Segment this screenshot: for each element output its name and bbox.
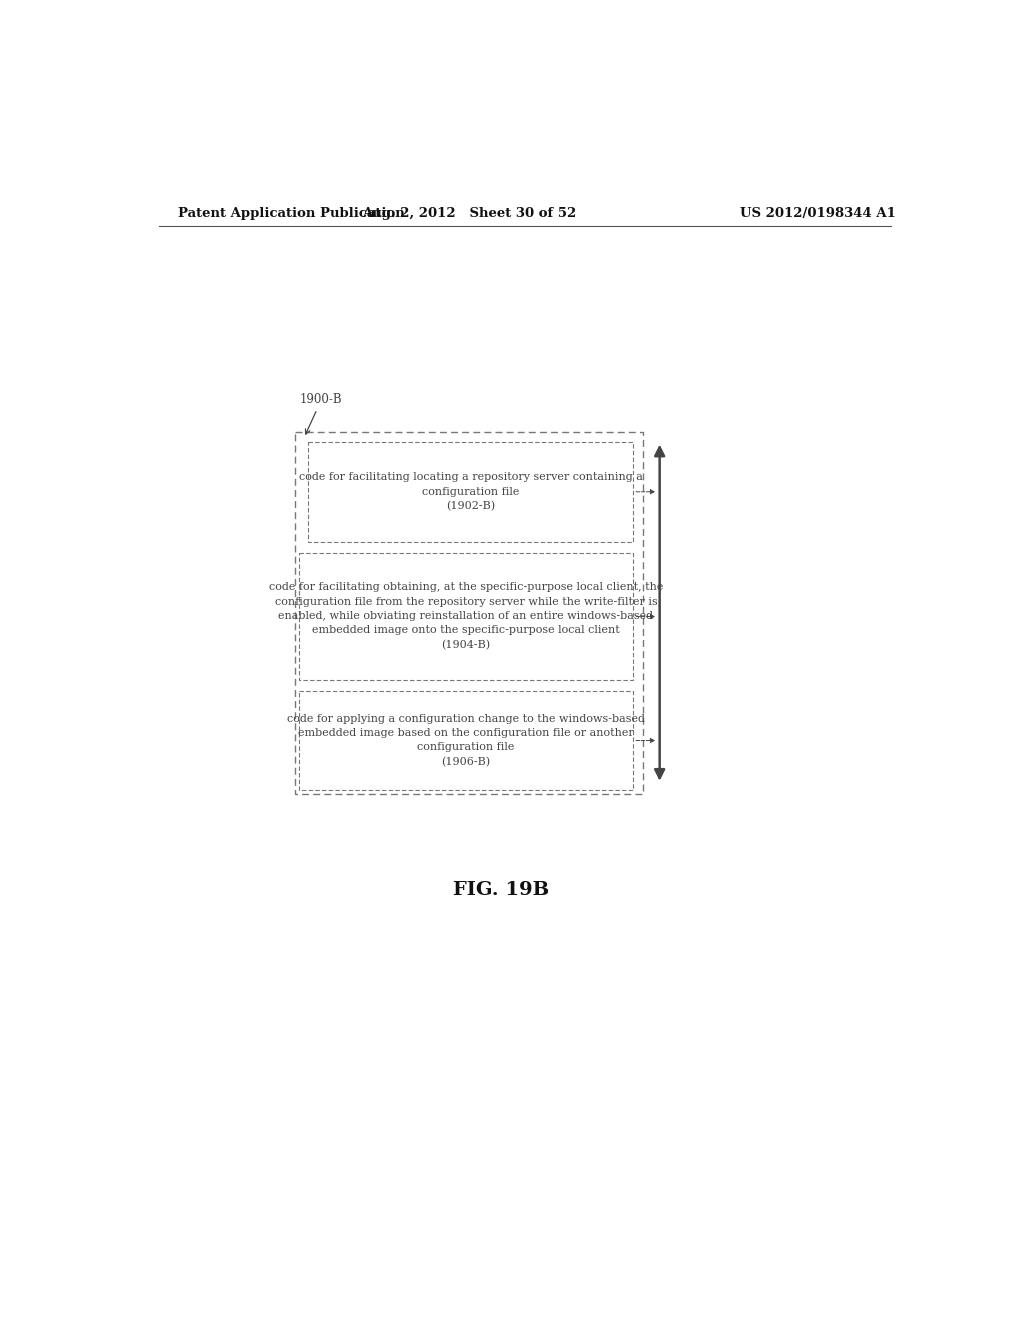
- Text: FIG. 19B: FIG. 19B: [453, 882, 549, 899]
- Text: code for applying a configuration change to the windows-based
embedded image bas: code for applying a configuration change…: [287, 714, 645, 767]
- Text: 1900-B: 1900-B: [300, 393, 343, 434]
- Bar: [308, 442, 633, 541]
- Text: Patent Application Publication: Patent Application Publication: [178, 207, 406, 220]
- Text: code for facilitating locating a repository server containing a
configuration fi: code for facilitating locating a reposit…: [299, 473, 642, 511]
- Text: Aug. 2, 2012   Sheet 30 of 52: Aug. 2, 2012 Sheet 30 of 52: [362, 207, 577, 220]
- Bar: [299, 553, 633, 680]
- Bar: [295, 432, 643, 793]
- Bar: [299, 692, 633, 789]
- Text: code for facilitating obtaining, at the specific-purpose local client, the
confi: code for facilitating obtaining, at the …: [268, 582, 664, 651]
- Text: US 2012/0198344 A1: US 2012/0198344 A1: [740, 207, 896, 220]
